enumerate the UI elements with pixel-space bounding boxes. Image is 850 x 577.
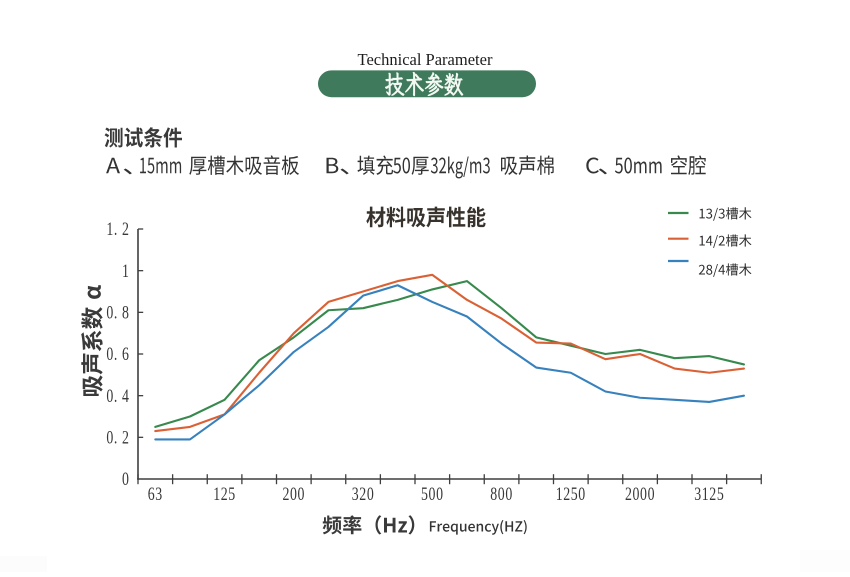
svg-text:1250: 1250 [556,483,586,505]
svg-text:800: 800 [490,483,513,505]
svg-text:500: 500 [421,483,444,505]
svg-text:0: 0 [122,468,130,490]
svg-text:0. 4: 0. 4 [106,385,129,407]
svg-text:320: 320 [352,483,375,505]
svg-text:200: 200 [283,483,306,505]
svg-text:2000: 2000 [625,483,655,505]
svg-text:3125: 3125 [694,483,724,505]
svg-text:1: 1 [122,260,130,282]
svg-text:63: 63 [148,483,163,505]
svg-text:0. 6: 0. 6 [106,343,129,365]
svg-text:0. 2: 0. 2 [106,426,129,448]
svg-text:0. 8: 0. 8 [106,301,129,323]
svg-text:Technical Parameter: Technical Parameter [358,50,493,69]
svg-text:1. 2: 1. 2 [106,218,129,240]
svg-text:125: 125 [213,483,236,505]
